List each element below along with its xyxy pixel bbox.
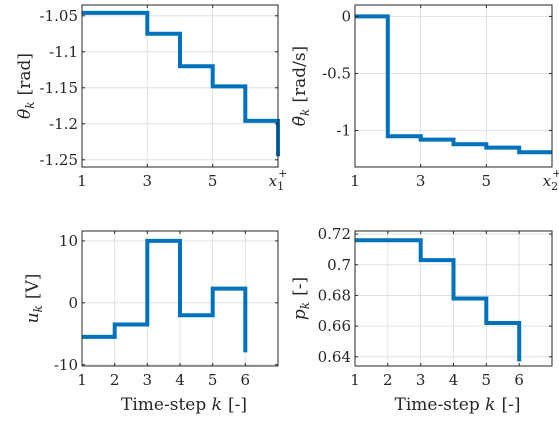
x-tick-label: 3 xyxy=(143,371,153,389)
y-tick-label: -1.1 xyxy=(49,43,78,61)
series-line xyxy=(82,10,280,157)
series-line xyxy=(355,14,552,155)
y-tick-label: 10 xyxy=(59,232,78,250)
y-axis-label: θk[rad] xyxy=(15,53,37,119)
x-tick-label: 6 xyxy=(241,371,251,389)
y-tick-label: -1.05 xyxy=(40,7,78,25)
y-tick-label: -1.25 xyxy=(40,151,78,169)
x-tick-label: 4 xyxy=(449,371,459,389)
y-tick-label: -10 xyxy=(54,356,78,374)
y-tick-label: 0.72 xyxy=(318,225,351,243)
x-tick-label: 5 xyxy=(208,371,218,389)
y-tick-label: 0.68 xyxy=(318,286,351,304)
theta-panel: 1 3 5 x1+ -1.05 -1.1 -1.15 -1.2 -1.25 θk[rad] xyxy=(15,4,288,193)
y-tick-label: 0 xyxy=(68,294,78,312)
x-tick-label: 1 xyxy=(350,371,360,389)
y-tick-label: -1 xyxy=(336,121,351,139)
y-axis-label: pk[-] xyxy=(290,277,312,320)
x-tick-label: x2+ xyxy=(543,167,559,193)
series-line xyxy=(355,238,522,362)
theta-dot-panel: 1 3 5 x2+ 0 -0.5 -1 θ̇k[rad/s] xyxy=(290,4,559,193)
x-tick-label: 1 xyxy=(350,172,360,190)
x-tick-label: 6 xyxy=(514,371,524,389)
x-tick-label: x1+ xyxy=(269,167,288,193)
x-tick-label: 3 xyxy=(416,371,426,389)
x-axis-label: Time-step k [-] xyxy=(121,395,247,415)
y-tick-label: 0.64 xyxy=(318,348,351,366)
y-axis-label: θ̇k[rad/s] xyxy=(290,46,312,126)
y-tick-label: 0 xyxy=(341,7,351,25)
x-tick-label: 1 xyxy=(77,172,87,190)
x-tick-label: 5 xyxy=(482,172,492,190)
x-tick-label: 3 xyxy=(416,172,426,190)
p-panel: 1 2 3 4 5 6 0.72 0.7 0.68 0.66 0.64 pk[-] Time-step … xyxy=(290,225,553,415)
axes-frame xyxy=(354,4,553,168)
x-axis-label: Time-step k [-] xyxy=(395,395,521,415)
x-tick-label: 2 xyxy=(383,371,393,389)
u-panel: 1 2 3 4 5 6 10 0 -10 uk[V] Time-step k [-] xyxy=(23,230,279,415)
x-tick-label: 2 xyxy=(110,371,120,389)
x-tick-label: 1 xyxy=(77,371,87,389)
y-tick-label: -1.2 xyxy=(49,115,78,133)
series-line xyxy=(82,238,248,353)
axes-frame xyxy=(81,4,279,168)
x-tick-label: 4 xyxy=(175,371,185,389)
y-tick-label: 0.7 xyxy=(327,256,351,274)
x-tick-label: 5 xyxy=(208,172,218,190)
y-tick-label: -1.15 xyxy=(40,79,78,97)
x-tick-label: 5 xyxy=(482,371,492,389)
y-tick-label: 0.66 xyxy=(318,317,351,335)
y-tick-label: -0.5 xyxy=(322,64,351,82)
y-axis-label: uk[V] xyxy=(23,274,45,324)
x-tick-label: 3 xyxy=(143,172,153,190)
